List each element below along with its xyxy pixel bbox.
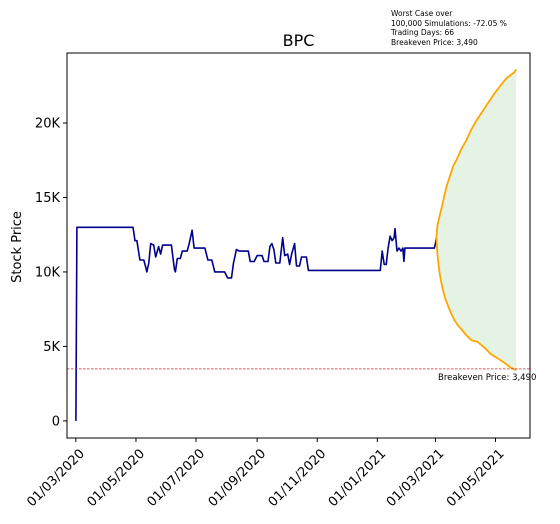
y-tick-label-0: 0: [52, 414, 60, 429]
y-tick-label-3: 15K: [35, 191, 61, 206]
y-tick-label-4: 20K: [35, 117, 61, 132]
x-tick-label-0: 01/03/2020: [24, 446, 88, 510]
projection-upper-line: [435, 68, 517, 238]
note-line-4: Breakeven Price: 3,490: [391, 37, 478, 47]
breakeven-label: Breakeven Price: 3,490: [438, 373, 536, 383]
plot-frame: [66, 52, 531, 439]
x-tick-label-5: 01/01/2021: [326, 446, 390, 510]
simulation-note: Worst Case over 100,000 Simulations: -72…: [391, 9, 507, 47]
note-line-2: 100,000 Simulations: -72.05 %: [391, 18, 507, 28]
x-tick-label-2: 01/07/2020: [144, 446, 208, 510]
note-line-1: Worst Case over: [391, 9, 453, 18]
y-tick-label-2: 10K: [35, 265, 61, 280]
projection-range-area: [436, 69, 517, 371]
y-tick-label-1: 5K: [43, 340, 60, 355]
x-tick-label-7: 01/05/2021: [444, 446, 508, 510]
x-tick-label-6: 01/03/2021: [384, 446, 448, 510]
note-line-3: Trading Days: 66: [391, 28, 455, 37]
price-history-line-0: [75, 226, 438, 421]
y-axis-label: Stock Price: [10, 211, 25, 283]
chart-title: BPC: [283, 31, 315, 50]
x-tick-label-4: 01/11/2020: [266, 446, 330, 510]
x-tick-label-1: 01/05/2020: [84, 446, 148, 510]
projection-lower-line: [435, 237, 517, 372]
x-tick-label-3: 01/09/2020: [206, 446, 270, 510]
